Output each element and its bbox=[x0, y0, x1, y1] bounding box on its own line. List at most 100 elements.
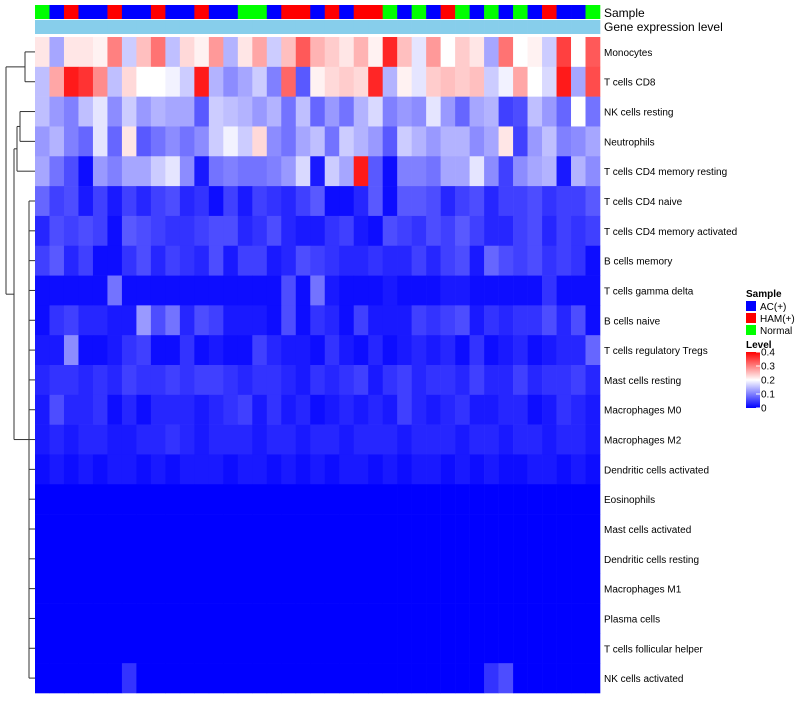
sample-cell bbox=[440, 5, 456, 19]
heatmap-cell bbox=[440, 514, 456, 545]
heatmap-cell bbox=[527, 215, 543, 247]
heatmap-cell bbox=[556, 305, 572, 336]
heatmap-cell bbox=[353, 543, 369, 575]
heatmap-cell bbox=[455, 663, 470, 694]
heatmap-cell bbox=[208, 454, 224, 485]
heatmap-cell bbox=[165, 215, 181, 247]
heatmap-cell bbox=[223, 424, 239, 455]
legend-level-title: Level bbox=[746, 340, 772, 351]
heatmap-cell bbox=[237, 335, 253, 366]
heatmap-cell bbox=[223, 66, 239, 97]
heatmap-cell bbox=[121, 484, 137, 515]
heatmap-cell bbox=[353, 215, 369, 247]
gene-expression-track bbox=[35, 20, 601, 34]
heatmap-cell bbox=[585, 633, 601, 664]
heatmap-cell bbox=[208, 156, 224, 187]
heatmap-cell bbox=[411, 156, 427, 187]
sample-cell bbox=[223, 5, 239, 19]
heatmap-cell bbox=[295, 484, 311, 515]
row-label: NK cells resting bbox=[604, 108, 673, 119]
heatmap-cell bbox=[455, 365, 470, 396]
heatmap-cell bbox=[527, 156, 543, 187]
heatmap-cell bbox=[121, 543, 137, 575]
heatmap-cell bbox=[165, 573, 181, 604]
sample-cell bbox=[513, 5, 528, 19]
heatmap-cell bbox=[397, 126, 412, 157]
heatmap-cell bbox=[281, 424, 297, 455]
heatmap-cell bbox=[455, 275, 470, 306]
heatmap-cell bbox=[382, 663, 398, 694]
heatmap-cell bbox=[469, 484, 485, 515]
heatmap-cell bbox=[542, 394, 557, 425]
heatmap-cell bbox=[136, 663, 152, 694]
heatmap-cell bbox=[223, 543, 239, 575]
heatmap-cell bbox=[571, 484, 586, 515]
heatmap-cell bbox=[571, 96, 586, 127]
heatmap-cell bbox=[150, 514, 166, 545]
heatmap-cell bbox=[353, 275, 369, 306]
heatmap-cell bbox=[121, 245, 137, 276]
heatmap-cell bbox=[150, 335, 166, 366]
heatmap-cell bbox=[571, 424, 586, 455]
heatmap-cell bbox=[324, 543, 340, 575]
heatmap-cell bbox=[252, 573, 268, 604]
heatmap-cell bbox=[484, 245, 499, 276]
heatmap-cell bbox=[310, 365, 326, 396]
heatmap-cell bbox=[585, 484, 601, 515]
heatmap-cell bbox=[150, 424, 166, 455]
heatmap-cell bbox=[382, 365, 398, 396]
heatmap-cell bbox=[310, 514, 326, 545]
heatmap-cell bbox=[585, 424, 601, 455]
heatmap-cell bbox=[35, 37, 50, 68]
legend-tick-label: 0.4 bbox=[761, 348, 775, 359]
heatmap-cell bbox=[194, 484, 210, 515]
heatmap-cell bbox=[266, 663, 282, 694]
heatmap-cell bbox=[440, 543, 456, 575]
heatmap-cell bbox=[35, 633, 50, 664]
heatmap-cell bbox=[310, 186, 326, 217]
sample-cell bbox=[165, 5, 181, 19]
heatmap-cell bbox=[411, 275, 427, 306]
heatmap-cell bbox=[295, 603, 311, 634]
heatmap-cell bbox=[63, 603, 79, 634]
heatmap-cell bbox=[469, 633, 485, 664]
heatmap-cell bbox=[179, 454, 195, 485]
heatmap-cell bbox=[49, 186, 65, 217]
heatmap-cell bbox=[310, 424, 326, 455]
heatmap-cell bbox=[411, 245, 427, 276]
heatmap-cell bbox=[411, 394, 427, 425]
heatmap-cell bbox=[281, 126, 297, 157]
heatmap-cell bbox=[368, 365, 383, 396]
gene-expression-cell bbox=[382, 20, 398, 34]
heatmap-cell bbox=[397, 603, 412, 634]
heatmap-cell bbox=[107, 215, 123, 247]
gene-expression-cell bbox=[92, 20, 108, 34]
heatmap-cell bbox=[353, 633, 369, 664]
heatmap-cell bbox=[150, 633, 166, 664]
heatmap-cell bbox=[63, 663, 79, 694]
heatmap-cell bbox=[63, 543, 79, 575]
heatmap-cell bbox=[556, 514, 572, 545]
heatmap-cell bbox=[382, 573, 398, 604]
heatmap-cell bbox=[382, 543, 398, 575]
heatmap-cell bbox=[411, 66, 427, 97]
heatmap-cell bbox=[455, 514, 470, 545]
heatmap-cell bbox=[353, 305, 369, 336]
row-label: Dendritic cells resting bbox=[604, 555, 699, 566]
heatmap-cell bbox=[426, 186, 441, 217]
heatmap-cell bbox=[150, 305, 166, 336]
heatmap-cell bbox=[440, 424, 456, 455]
heatmap-cell bbox=[455, 543, 470, 575]
heatmap-cell bbox=[571, 156, 586, 187]
heatmap-cell bbox=[382, 454, 398, 485]
heatmap-cell bbox=[513, 245, 528, 276]
heatmap-cell bbox=[455, 96, 470, 127]
heatmap-cell bbox=[266, 156, 282, 187]
heatmap-cell bbox=[411, 543, 427, 575]
heatmap-cell bbox=[194, 543, 210, 575]
heatmap-cell bbox=[571, 573, 586, 604]
heatmap-cell bbox=[542, 603, 557, 634]
heatmap-cell bbox=[440, 96, 456, 127]
heatmap-cell bbox=[49, 215, 65, 247]
heatmap-cell bbox=[324, 514, 340, 545]
